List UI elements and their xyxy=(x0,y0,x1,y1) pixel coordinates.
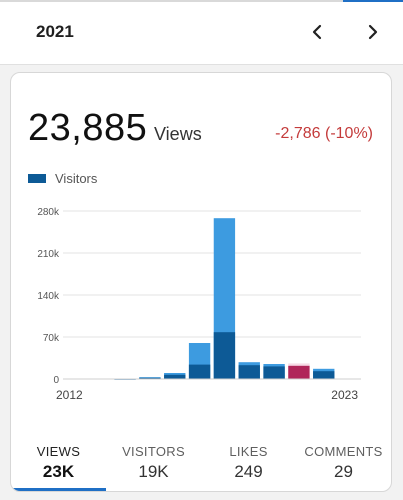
chevron-right-icon xyxy=(368,24,378,40)
visitors-bar[interactable] xyxy=(164,374,186,379)
tab-likes[interactable]: LIKES 249 xyxy=(201,433,296,491)
legend-swatch xyxy=(28,174,46,183)
tab-value: 249 xyxy=(234,462,263,481)
y-tick-label: 0 xyxy=(53,375,59,386)
visitors-bar[interactable] xyxy=(238,365,260,379)
next-year-button[interactable] xyxy=(356,15,390,49)
top-divider xyxy=(0,0,403,2)
views-bar-chart[interactable]: 0 70k 140k 210k 280k 2012 2023 xyxy=(11,73,391,413)
top-accent-line xyxy=(343,0,403,2)
tab-value: 23K xyxy=(42,462,75,481)
tab-comments[interactable]: COMMENTS 29 xyxy=(296,433,391,491)
chart-legend: Visitors xyxy=(28,171,97,186)
metric-tabs: VIEWS 23K VISITORS 19K LIKES 249 COMMENTS 29 xyxy=(11,433,391,491)
year-header: 2021 xyxy=(0,2,403,65)
total-views-value: 23,885 xyxy=(28,107,148,149)
tab-label: LIKES xyxy=(229,444,268,459)
year-label: 2021 xyxy=(36,22,74,41)
y-tick-label: 210k xyxy=(37,249,60,260)
y-tick-label: 70k xyxy=(43,333,60,344)
legend-label: Visitors xyxy=(55,171,98,186)
visitors-bar[interactable] xyxy=(313,371,335,379)
y-tick-label: 280k xyxy=(37,207,60,218)
views-change: -2,786 (-10%) xyxy=(275,125,373,142)
total-views-unit: Views xyxy=(154,124,202,144)
stats-card: 23,885 Views -2,786 (-10%) Visitors 0 70k… xyxy=(10,72,392,492)
tab-views[interactable]: VIEWS 23K xyxy=(11,433,106,491)
tab-label: VISITORS xyxy=(122,444,185,459)
active-tab-indicator xyxy=(11,488,106,491)
visitors-bar[interactable] xyxy=(188,364,211,379)
x-label-end: 2023 xyxy=(331,388,358,402)
x-label-start: 2012 xyxy=(56,388,83,402)
tab-label: COMMENTS xyxy=(304,444,383,459)
visitors-bar[interactable] xyxy=(263,366,285,379)
tab-visitors[interactable]: VISITORS 19K xyxy=(106,433,201,491)
chevron-left-icon xyxy=(312,24,322,40)
tab-label: VIEWS xyxy=(36,444,81,459)
visitors-bar[interactable] xyxy=(288,365,310,379)
tab-value: 19K xyxy=(138,462,169,481)
tab-value: 29 xyxy=(334,462,353,481)
y-tick-label: 140k xyxy=(37,291,60,302)
previous-year-button[interactable] xyxy=(300,15,334,49)
visitors-bar[interactable] xyxy=(213,332,236,379)
visitors-bar[interactable] xyxy=(139,377,161,379)
